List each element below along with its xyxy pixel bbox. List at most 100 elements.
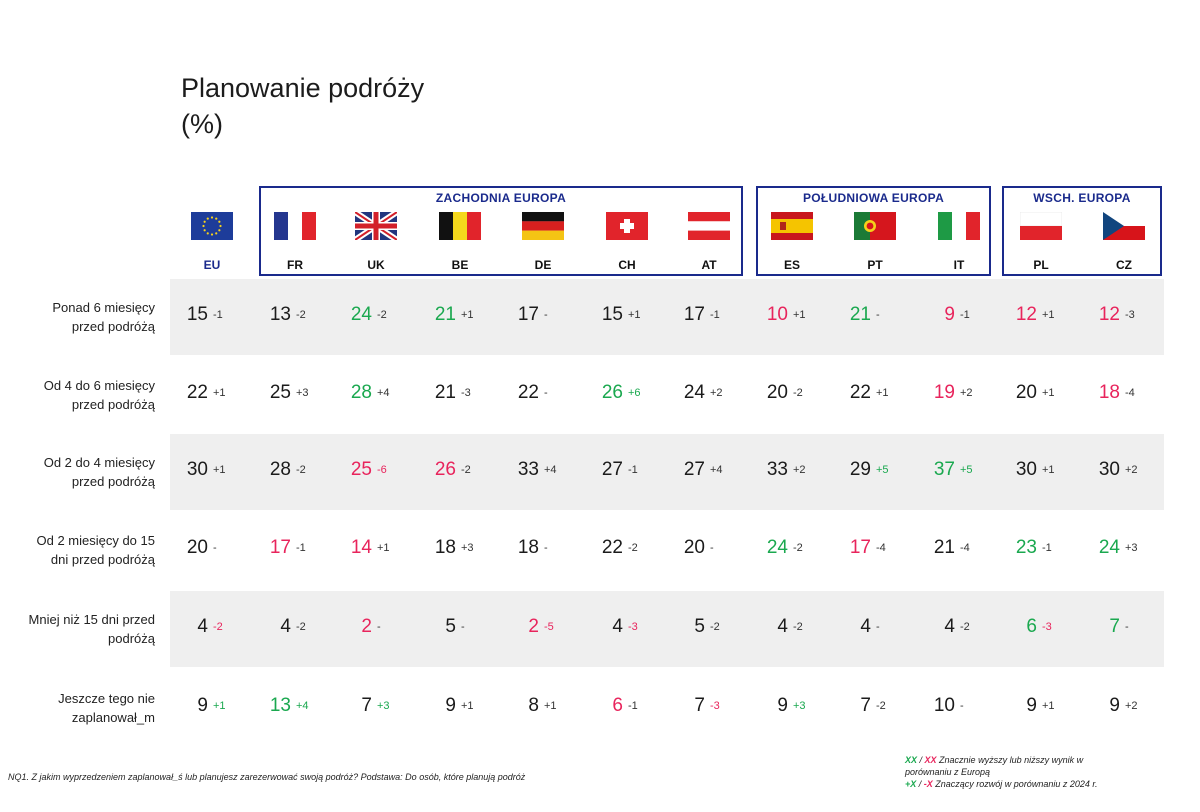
cell-value: 5	[694, 616, 705, 637]
cell-change: +5	[876, 464, 889, 476]
cell-change: -1	[296, 542, 306, 554]
legend-sep-3: /	[916, 779, 924, 789]
title-unit: (%)	[181, 109, 223, 139]
table-cell: 5 -2	[669, 612, 749, 642]
column-header-at: AT	[679, 212, 739, 272]
table-cell: 13 +4	[255, 691, 335, 721]
column-header-es: ES	[762, 212, 822, 272]
cell-value: 21	[434, 382, 456, 403]
cell-value: 5	[445, 616, 456, 637]
table-cell: 15 -1	[172, 300, 252, 330]
column-header-fr: FR	[265, 212, 325, 272]
cell-change: +6	[628, 387, 641, 399]
cell-value: 4	[860, 616, 871, 637]
cell-change: +2	[1125, 700, 1138, 712]
column-code: PT	[867, 258, 883, 272]
table-cell: 21 -3	[420, 378, 500, 408]
table-cell: 20-	[669, 533, 749, 563]
column-code: IT	[953, 258, 965, 272]
cell-value: 30	[1015, 459, 1037, 480]
cell-value: 15	[186, 304, 208, 325]
cell-change: +1	[461, 700, 474, 712]
row-label-line: Od 2 do 4 miesięcy	[43, 455, 155, 470]
cell-change: -2	[793, 621, 803, 633]
cell-change: +2	[1125, 464, 1138, 476]
column-header-cz: CZ	[1094, 212, 1154, 272]
cell-value: 18	[1098, 382, 1120, 403]
cell-value: 20	[186, 537, 208, 558]
row-label-line: podróżą	[108, 631, 155, 646]
cell-value: 22	[186, 382, 208, 403]
table-cell: 6 -3	[1001, 612, 1081, 642]
chart-title: Planowanie podróży (%)	[181, 70, 424, 142]
table-cell: 24 +3	[1084, 533, 1164, 563]
group-label-southern: POŁUDNIOWA EUROPA	[802, 191, 945, 205]
table-cell: 4 -2	[919, 612, 999, 642]
table-cell: 7 +3	[336, 691, 416, 721]
table-cell: 27 -1	[587, 455, 667, 485]
table-cell: 6 -1	[587, 691, 667, 721]
significance-legend: XX / XX Znacznie wyższy lub niższy wynik…	[905, 754, 1098, 790]
table-cell: 30 +1	[1001, 455, 1081, 485]
table-cell: 37 +5	[919, 455, 999, 485]
table-cell: 7 -2	[835, 691, 915, 721]
table-cell: 2-	[336, 612, 416, 642]
column-code: DE	[534, 258, 552, 272]
table-cell: 9 +1	[1001, 691, 1081, 721]
table-cell: 24 -2	[336, 300, 416, 330]
cell-change: +1	[213, 387, 226, 399]
cell-change: -	[544, 387, 548, 399]
italy-flag-icon	[929, 212, 989, 240]
cell-value: 20	[683, 537, 705, 558]
cell-value: 37	[933, 459, 955, 480]
cell-value: 9	[445, 695, 456, 716]
row-background	[170, 591, 1164, 667]
row-background	[170, 279, 1164, 355]
group-label-eastern: WSCH. EUROPA	[1033, 191, 1131, 205]
cell-change: -	[876, 621, 880, 633]
column-code: ES	[783, 258, 800, 272]
table-cell: 30 +2	[1084, 455, 1164, 485]
cell-change: -	[876, 309, 880, 321]
spain-flag-icon	[762, 212, 822, 240]
cell-value: 22	[517, 382, 539, 403]
cell-value: 7	[860, 695, 871, 716]
legend-line-1: XX / XX Znacznie wyższy lub niższy wynik…	[905, 754, 1098, 766]
table-cell: 18-	[503, 533, 583, 563]
column-code: FR	[287, 258, 303, 272]
table-cell: 18 -4	[1084, 378, 1164, 408]
table-cell: 22 +1	[835, 378, 915, 408]
cell-value: 15	[601, 304, 623, 325]
column-header-be: BE	[430, 212, 490, 272]
row-label-line: Jeszcze tego nie	[58, 691, 155, 706]
belgium-flag-icon	[430, 212, 490, 240]
table-cell: 17 -4	[835, 533, 915, 563]
cell-value: 24	[1098, 537, 1120, 558]
cell-value: 30	[186, 459, 208, 480]
table-cell: 28 +4	[336, 378, 416, 408]
group-southern-europe: POŁUDNIOWA EUROPA	[756, 186, 991, 276]
cell-value: 7	[694, 695, 705, 716]
table-cell: 19 +2	[919, 378, 999, 408]
cell-value: 13	[269, 304, 291, 325]
cell-value: 13	[269, 695, 291, 716]
cell-change: -	[960, 700, 964, 712]
cell-value: 25	[350, 459, 372, 480]
austria-flag-icon	[679, 212, 739, 240]
table-cell: 17 -1	[255, 533, 335, 563]
cell-value: 21	[933, 537, 955, 558]
table-cell: 9 +3	[752, 691, 832, 721]
cell-change: -2	[296, 309, 306, 321]
cell-change: -	[544, 309, 548, 321]
table-cell: 18 +3	[420, 533, 500, 563]
eu-flag-icon	[182, 212, 242, 240]
switzerland-flag-icon	[597, 212, 657, 240]
table-cell: 4 -3	[587, 612, 667, 642]
column-code: BE	[451, 258, 469, 272]
portugal-flag-icon	[845, 212, 905, 240]
row-label: Ponad 6 miesięcy przed podróżą	[0, 298, 155, 336]
cell-value: 17	[683, 304, 705, 325]
cell-value: 24	[766, 537, 788, 558]
cell-change: +4	[377, 387, 390, 399]
table-cell: 9 +1	[172, 691, 252, 721]
